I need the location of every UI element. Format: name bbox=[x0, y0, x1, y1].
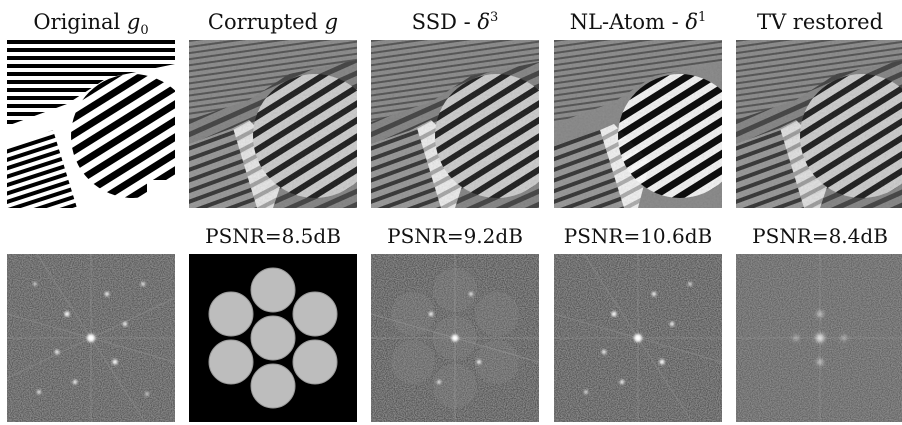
title-text: TV restored bbox=[756, 10, 884, 34]
psnr-label: PSNR=9.2dB bbox=[387, 224, 523, 248]
psnr-label: PSNR=10.6dB bbox=[563, 224, 713, 248]
column-title: Original g0 bbox=[7, 8, 175, 45]
corrupted-spectrum-mask bbox=[189, 254, 357, 422]
column-title: Corrupted g bbox=[189, 8, 357, 36]
title-text: Original bbox=[33, 10, 121, 34]
original-spectrum bbox=[7, 254, 175, 422]
original-image bbox=[7, 40, 175, 208]
psnr-label: PSNR=8.4dB bbox=[752, 224, 888, 248]
title-text: SSD - bbox=[411, 10, 471, 34]
title-text: Corrupted bbox=[207, 10, 318, 34]
title-superscript: 1 bbox=[698, 10, 707, 25]
tv-spectrum bbox=[736, 254, 902, 422]
title-math: δ bbox=[477, 10, 491, 34]
corrupted-image bbox=[189, 40, 357, 208]
column-title: NL-Atom - δ1 bbox=[554, 8, 722, 36]
title-superscript: 3 bbox=[490, 10, 499, 25]
title-math: δ bbox=[685, 10, 699, 34]
tv-restored-image bbox=[736, 40, 902, 208]
column-title: SSD - δ3 bbox=[371, 8, 539, 36]
title-text: NL-Atom - bbox=[569, 10, 679, 34]
ssd-spectrum bbox=[371, 254, 539, 422]
nlatom-restored-image bbox=[554, 40, 722, 208]
title-math: g bbox=[126, 10, 141, 34]
title-subscript: 0 bbox=[140, 23, 149, 39]
ssd-restored-image bbox=[371, 40, 539, 208]
psnr-label: PSNR=8.5dB bbox=[205, 224, 341, 248]
nlatom-spectrum bbox=[554, 254, 722, 422]
title-math: g bbox=[324, 10, 339, 34]
column-title: TV restored bbox=[736, 8, 902, 36]
